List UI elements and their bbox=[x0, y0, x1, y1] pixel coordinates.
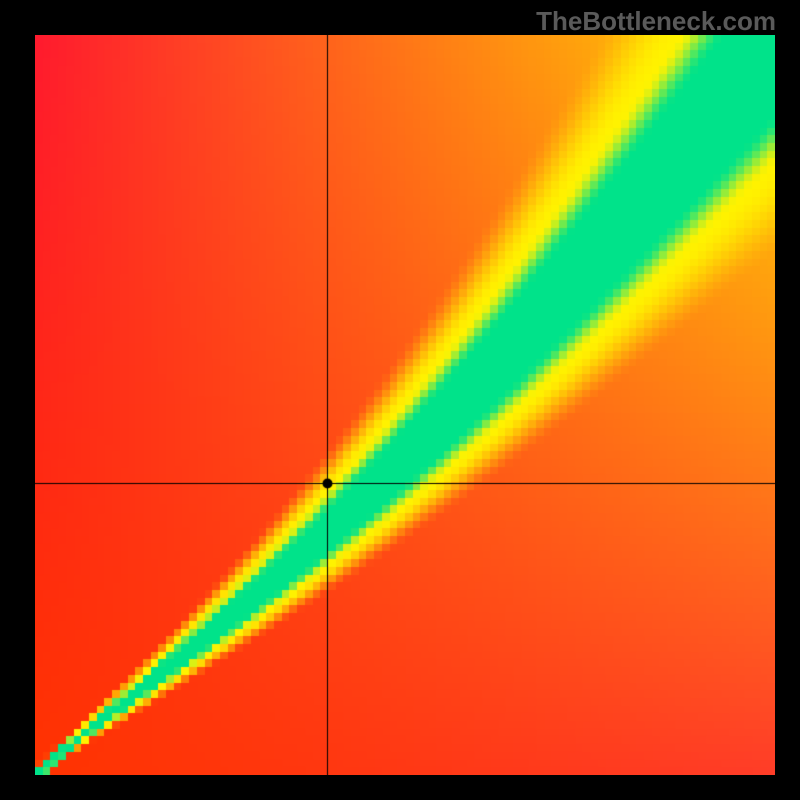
plot-area bbox=[35, 35, 775, 775]
heatmap-canvas bbox=[35, 35, 775, 775]
chart-container: TheBottleneck.com bbox=[0, 0, 800, 800]
watermark-text: TheBottleneck.com bbox=[536, 6, 776, 37]
